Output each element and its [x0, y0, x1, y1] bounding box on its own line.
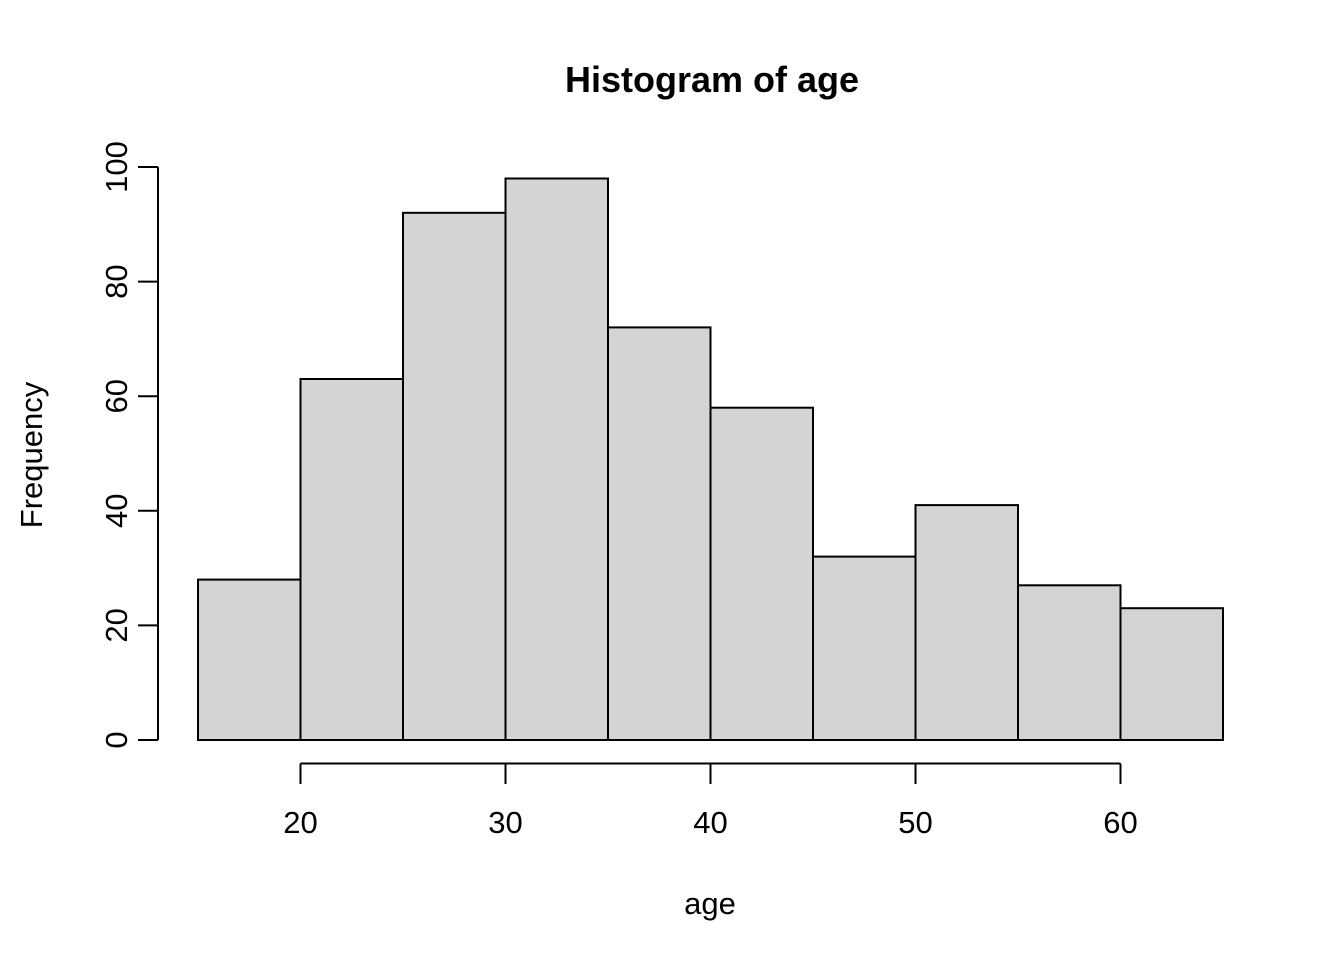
histogram-bar: [914, 504, 1019, 741]
y-tick-label: 20: [99, 608, 134, 642]
x-tick-label: 60: [1103, 805, 1137, 840]
y-axis-label: Frequency: [14, 381, 49, 528]
histogram-bar: [1119, 607, 1224, 742]
histogram-bar: [1017, 584, 1122, 741]
y-tick-label: 60: [99, 379, 134, 413]
y-tick-label: 0: [99, 731, 134, 748]
y-tick-label: 100: [99, 141, 134, 193]
axes-group: 0 20 40 60 80 100 20 30 40 50 60: [99, 141, 1138, 840]
bars-group: [197, 177, 1224, 742]
histogram-bar: [402, 211, 507, 742]
histogram-bar: [504, 177, 609, 741]
chart-title: Histogram of age: [565, 59, 859, 100]
histogram-bar: [299, 378, 404, 741]
x-tick-label: 20: [283, 805, 317, 840]
histogram-bar: [812, 555, 917, 741]
x-tick-label: 30: [488, 805, 522, 840]
x-tick-label: 50: [898, 805, 932, 840]
x-axis-label: age: [684, 886, 736, 921]
y-tick-label: 80: [99, 264, 134, 298]
histogram-bar: [709, 406, 814, 741]
histogram-bar: [607, 326, 712, 741]
y-tick-label: 40: [99, 494, 134, 528]
histogram-bar: [197, 578, 302, 741]
x-tick-label: 40: [693, 805, 727, 840]
